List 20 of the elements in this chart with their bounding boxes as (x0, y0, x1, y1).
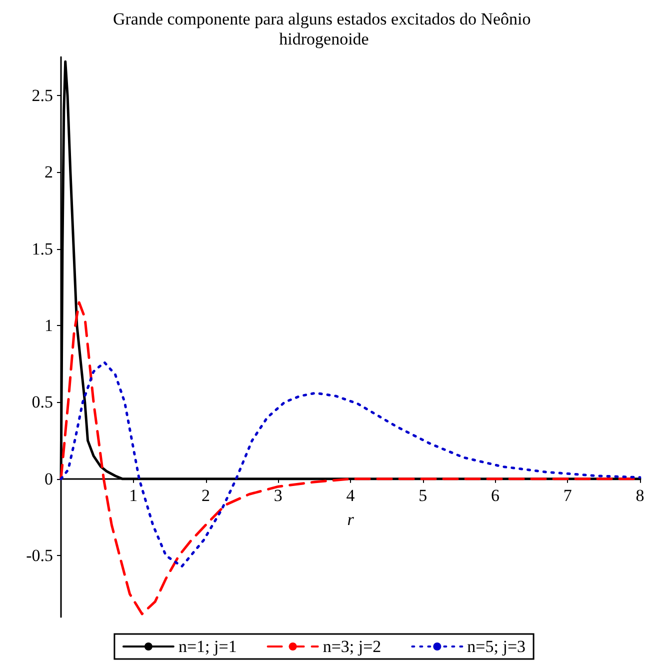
x-tick-label: 5 (418, 486, 428, 505)
y-tick-label: 0.5 (32, 392, 53, 412)
x-tick-label: 3 (274, 486, 282, 505)
legend-label: n=5; j=3 (467, 637, 526, 656)
y-tick-label: -0.5 (26, 546, 53, 566)
y-tick-label: 1 (44, 316, 53, 335)
x-tick-label: 2 (202, 486, 210, 505)
x-axis-title: r (347, 510, 354, 529)
x-tick-label: 6 (491, 486, 500, 505)
x-tick-label: 7 (563, 486, 572, 505)
y-tick-label: 1.5 (32, 239, 53, 258)
y-tick-label: 0 (44, 469, 53, 488)
y-tick-label: 2 (44, 162, 53, 182)
legend-label: n=3; j=2 (322, 637, 382, 656)
x-tick-label: 4 (346, 486, 356, 505)
x-tick-label: 1 (129, 486, 138, 505)
y-tick-label: 2.5 (32, 86, 53, 105)
legend-label: n=1; j=1 (178, 637, 237, 656)
chart-title: Grande componente para alguns estados excitados do Neônio hidrogenoide (112, 10, 536, 48)
x-tick-label: 8 (636, 486, 644, 505)
